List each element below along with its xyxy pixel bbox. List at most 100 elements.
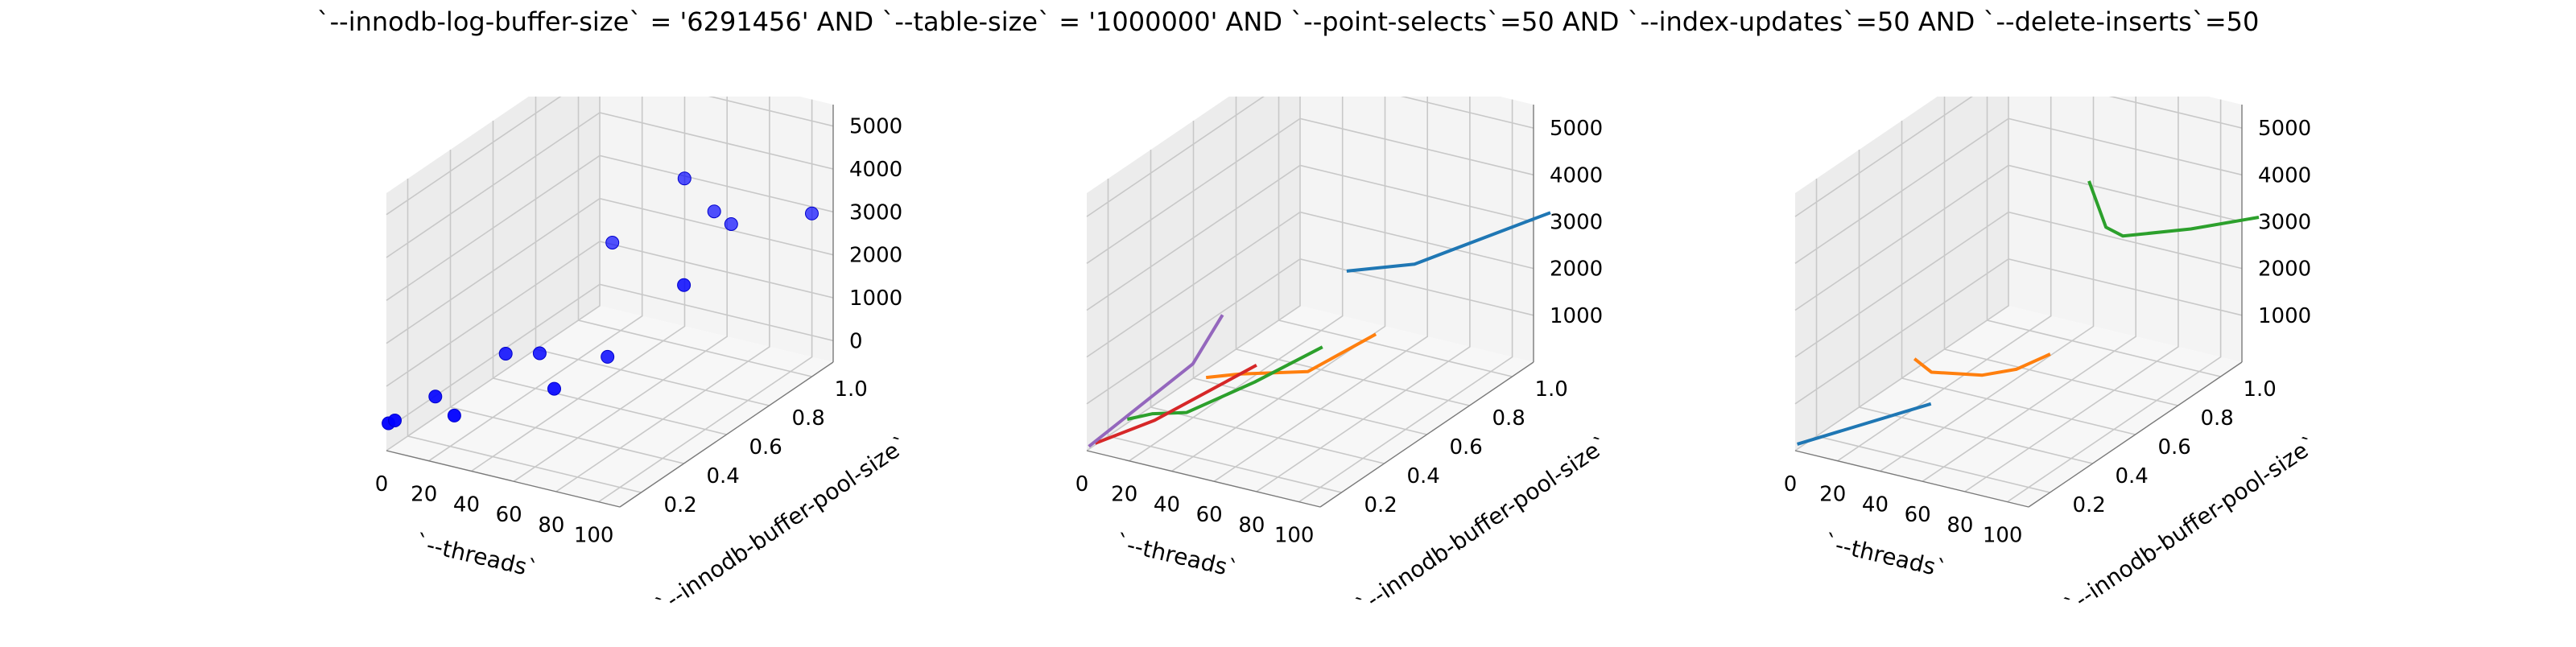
- series-line-5: [1088, 314, 1224, 448]
- x-tick-label: 80: [1238, 513, 1265, 538]
- gridline-y: [1901, 121, 2136, 435]
- x-tick-label: 0: [375, 472, 389, 497]
- x-tick-label: 40: [1154, 492, 1180, 517]
- y-tick-label: 0.2: [2073, 493, 2106, 517]
- gridline-y: [1235, 92, 1470, 406]
- y-tick-label: 1.0: [2244, 377, 2277, 402]
- scatter-point: [677, 278, 691, 292]
- gridline-y: [492, 121, 727, 435]
- gridline-y: [577, 63, 812, 377]
- axes-3d-scatter: 0 20 40 60 80 100 0.2 0.4 0.6 0.8 1.0 0 1000 2000 3000…: [375, 48, 914, 619]
- x-axis-line: [1086, 450, 1321, 508]
- x-tick-label: 20: [411, 483, 437, 507]
- gridline-z: [1086, 117, 1534, 264]
- gridline-z: [386, 112, 834, 258]
- gridline-y: [407, 179, 642, 493]
- gridline-z: [1794, 211, 2243, 358]
- gridline-x: [386, 48, 601, 451]
- pane-back: [1300, 48, 1534, 362]
- series-line-3: [1126, 345, 1323, 421]
- x-tick-label: 60: [496, 503, 522, 527]
- x-tick-label: 0: [1075, 472, 1089, 497]
- y-tick-label: 0.6: [749, 435, 782, 459]
- y-tick-label: 0.4: [2116, 464, 2149, 488]
- gridline-x: [1837, 58, 2052, 462]
- gridline-y: [1150, 150, 1385, 464]
- gridline-z: [386, 283, 834, 430]
- gridline-z: [386, 155, 834, 301]
- y-axis-line: [619, 361, 834, 508]
- gridline-y: [1278, 63, 1513, 377]
- y-axis-line: [1319, 361, 1534, 508]
- gridline-x: [1922, 79, 2137, 482]
- scatter-point: [532, 346, 547, 361]
- gridline-y: [1943, 92, 2178, 406]
- gridline-x: [513, 79, 729, 482]
- z-tick-label: 4000: [849, 158, 902, 182]
- scatter-point: [724, 217, 738, 231]
- gridline-x: [1129, 58, 1344, 462]
- gridline-y: [1858, 150, 2093, 464]
- y-tick-label: 0.8: [1492, 406, 1525, 431]
- x-tick-label: 0: [1784, 472, 1798, 497]
- y-tick-label: 0.2: [1364, 493, 1397, 517]
- x-axis-line: [1794, 450, 2029, 508]
- scatter-point: [677, 171, 691, 186]
- z-tick-label: 4000: [1550, 163, 1603, 188]
- x-tick-label: 100: [574, 524, 614, 548]
- z-tick-label: 3000: [1550, 210, 1603, 234]
- gridline-z: [1794, 258, 2243, 405]
- subplot-lines-b: 0 20 40 60 80 100 0.2 0.4 0.6 0.8 1.0 1000 2000 3000 4…: [1747, 48, 2552, 644]
- gridline-y: [449, 150, 684, 464]
- axes-3d-lines-b: 0 20 40 60 80 100 0.2 0.4 0.6 0.8 1.0 1000 2000 3000 4…: [1784, 48, 2322, 619]
- gridline-x: [428, 58, 643, 462]
- x-axis-label: `--threads`: [1822, 529, 1949, 583]
- z-tick-label: 2000: [849, 244, 902, 268]
- series-line-1: [1797, 402, 1932, 446]
- axes-3d-lines-a: 0 20 40 60 80 100 0.2 0.4 0.6 0.8 1.0 1000 2000 3000 4…: [1075, 48, 1614, 619]
- series-line-2: [1913, 352, 2051, 377]
- y-tick-label: 0.8: [2201, 406, 2234, 431]
- x-tick-label: 20: [1111, 483, 1137, 507]
- x-tick-label: 80: [538, 513, 564, 538]
- y-tick-label: 1.0: [835, 377, 868, 402]
- gridline-x: [1964, 89, 2179, 492]
- y-axis-line: [2028, 361, 2243, 508]
- series-line-4: [1094, 364, 1257, 445]
- gridline-z: [1794, 117, 2243, 264]
- gridline-x: [1256, 89, 1471, 492]
- series-line-1: [1346, 211, 1551, 273]
- gridline-y: [1815, 179, 2050, 493]
- scatter-point: [805, 206, 819, 220]
- y-tick-label: 1.0: [1535, 377, 1568, 402]
- y-tick-label: 0.2: [664, 493, 697, 517]
- y-tick-label: 0.4: [1407, 464, 1440, 488]
- z-tick-label: 2000: [1550, 258, 1603, 282]
- z-tick-label: 3000: [849, 200, 902, 225]
- z-tick-label: 0: [849, 329, 863, 353]
- grid-lines: [1086, 48, 1534, 503]
- scatter-point: [428, 389, 443, 404]
- gridline-z: [386, 241, 834, 387]
- gridline-x: [1298, 99, 1513, 503]
- z-tick-label: 1000: [849, 286, 902, 311]
- gridline-x: [1213, 79, 1429, 482]
- y-tick-label: 0.4: [707, 464, 740, 488]
- z-tick-label: 5000: [2258, 117, 2311, 141]
- gridline-z: [1086, 258, 1534, 405]
- z-tick-label: 3000: [2258, 210, 2311, 234]
- x-axis-label: `--threads`: [1113, 529, 1241, 583]
- scatter-point: [547, 381, 561, 396]
- subplot-scatter: 0 20 40 60 80 100 0.2 0.4 0.6 0.8 1.0 0 1000 2000 3000…: [338, 48, 1143, 644]
- x-tick-label: 60: [1905, 503, 1931, 527]
- y-tick-label: 0.6: [1450, 435, 1483, 459]
- x-axis-line: [386, 450, 621, 508]
- gridline-x: [598, 99, 813, 503]
- x-tick-label: 40: [1862, 492, 1889, 517]
- z-tick-label: 1000: [1550, 304, 1603, 328]
- pane-back: [2008, 48, 2242, 362]
- y-tick-label: 0.8: [792, 406, 825, 431]
- x-axis-label: `--threads`: [413, 529, 540, 583]
- gridline-z: [1794, 164, 2243, 311]
